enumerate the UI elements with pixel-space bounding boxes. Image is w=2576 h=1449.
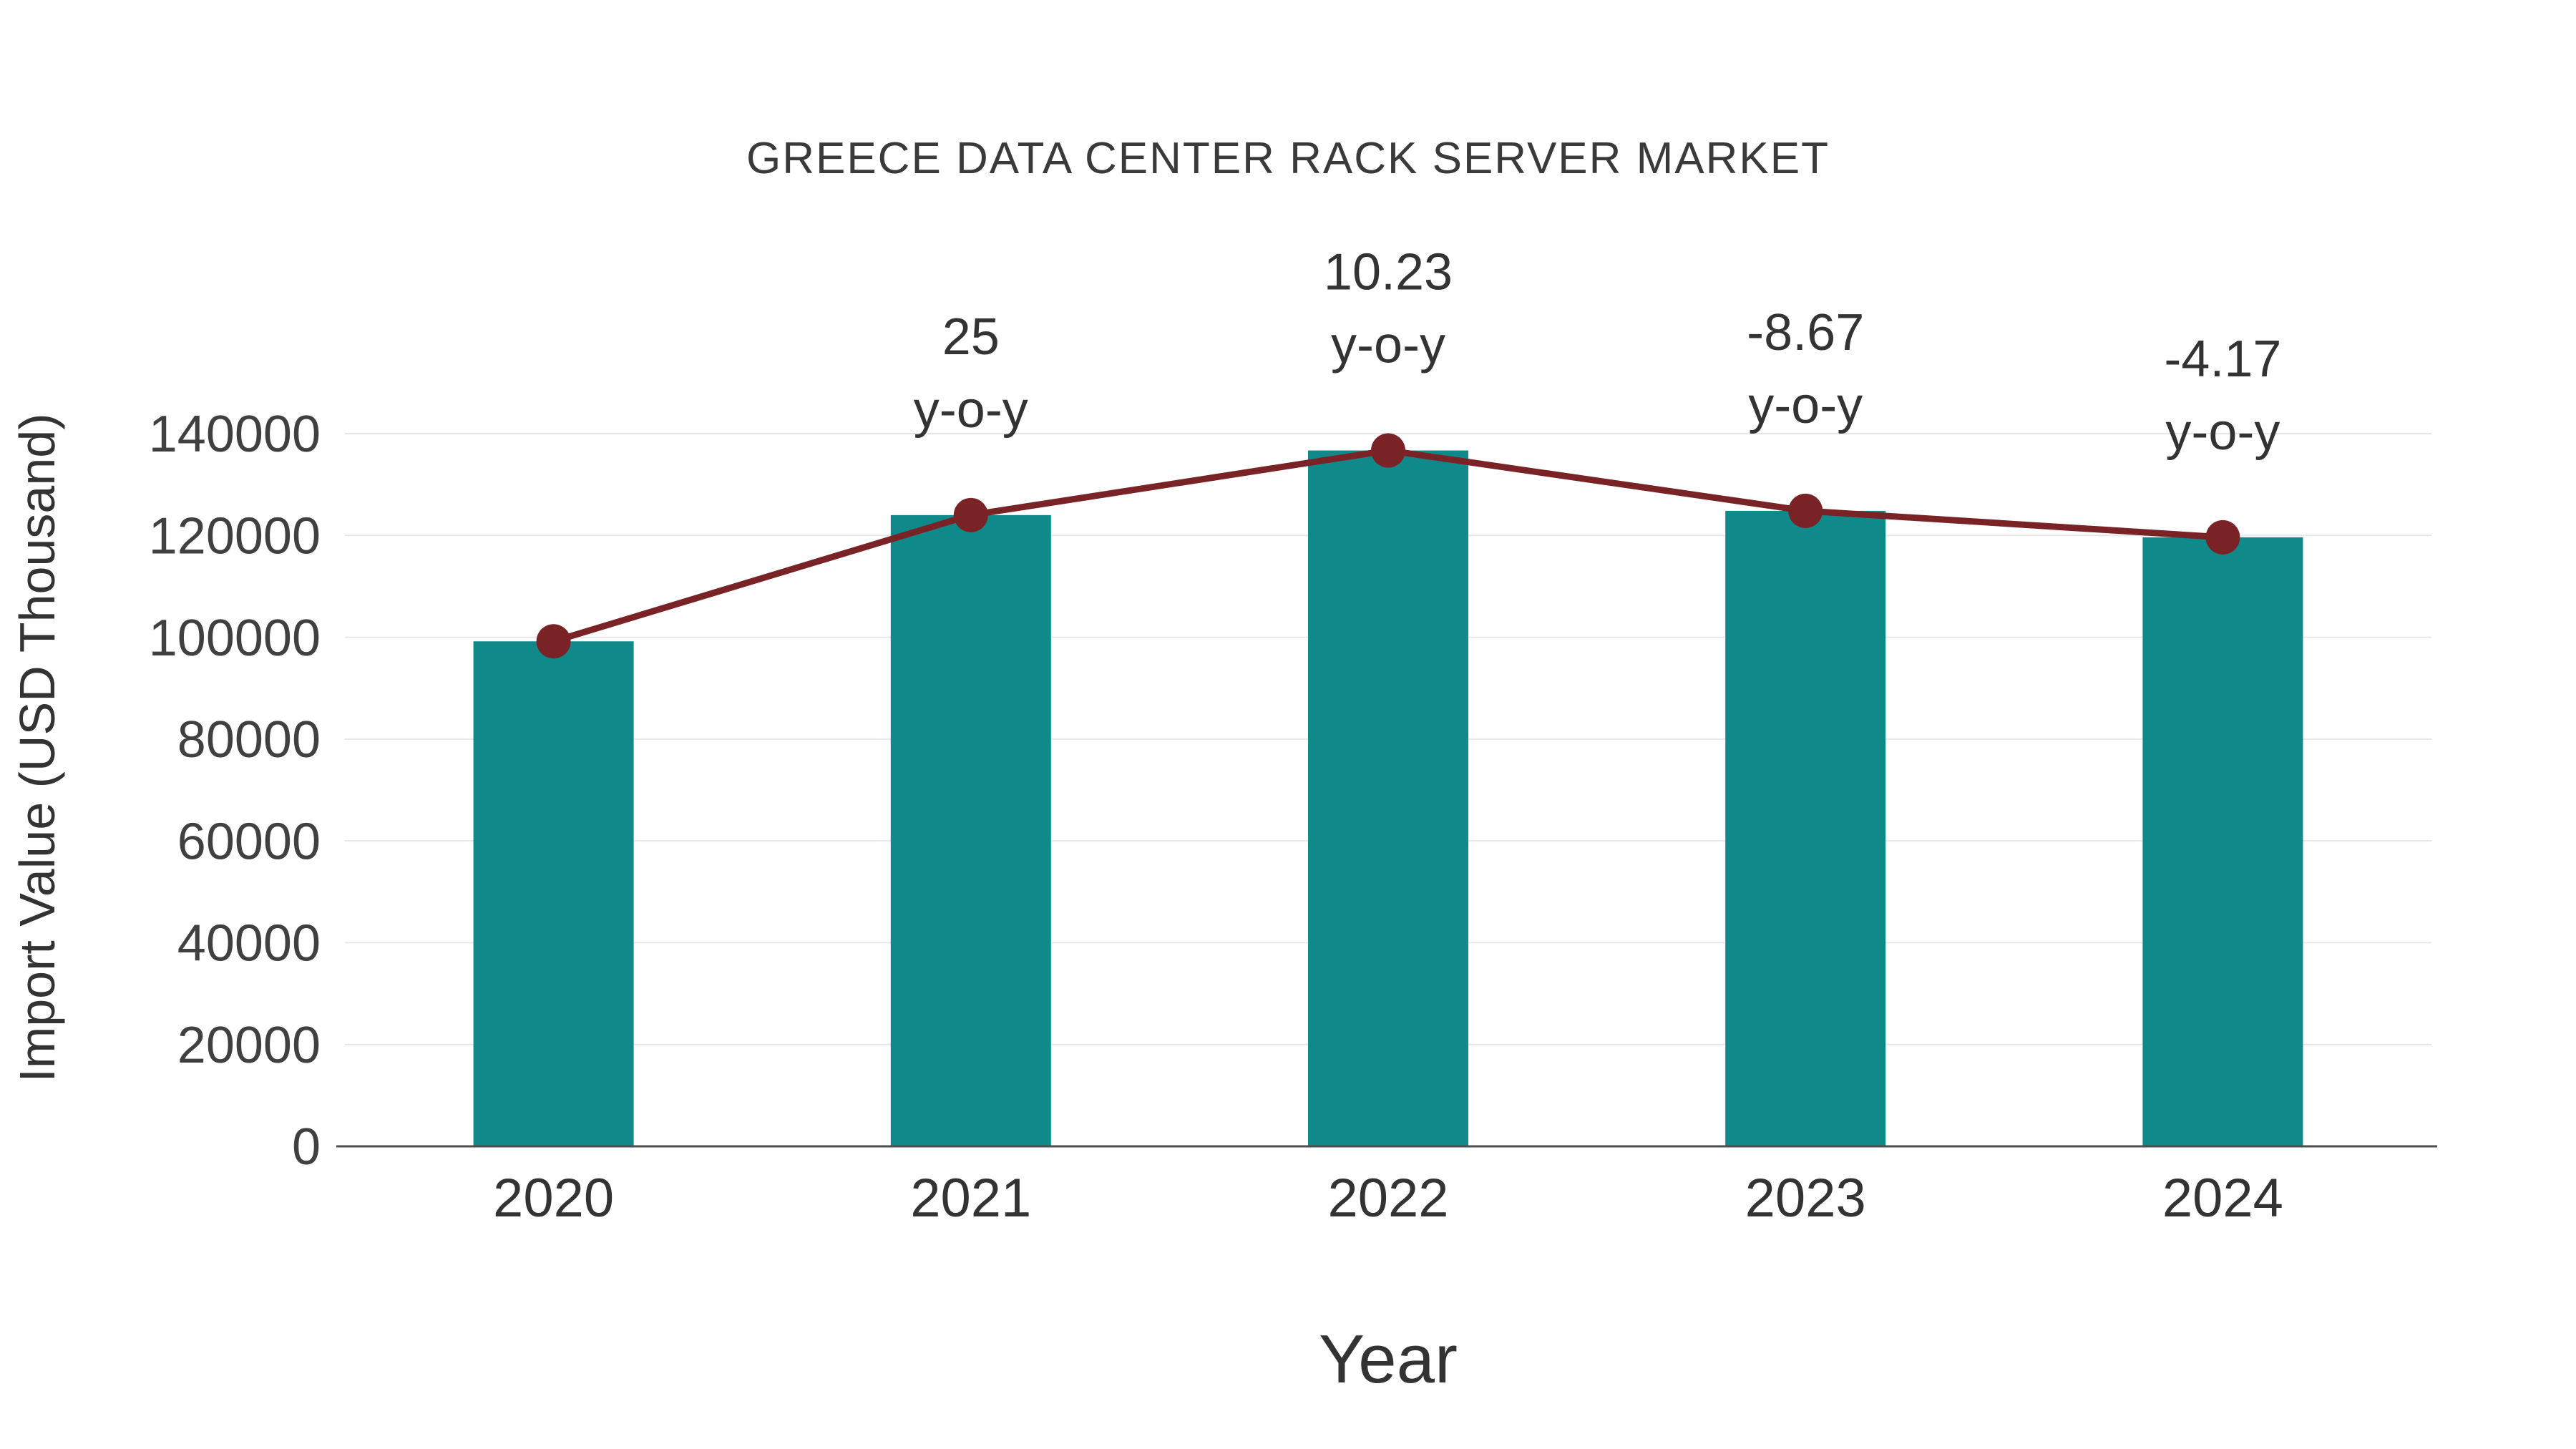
- trend-marker-2021: [953, 497, 988, 532]
- y-tick-label-20000: 20000: [177, 1017, 321, 1074]
- y-tick-label-100000: 100000: [149, 610, 321, 667]
- annotation-value-2023: -8.67: [1747, 304, 1864, 361]
- bar-2024: [2142, 537, 2303, 1146]
- y-tick-label-120000: 120000: [149, 507, 321, 565]
- annotation-value-2021: 25: [942, 308, 1000, 366]
- chart-title: GREECE DATA CENTER RACK SERVER MARKET: [746, 134, 1830, 183]
- bar-2022: [1308, 450, 1468, 1146]
- x-tick-label-2024: 2024: [2162, 1168, 2283, 1229]
- bar-2021: [890, 514, 1051, 1146]
- x-axis-label: Year: [1319, 1321, 1458, 1397]
- trend-marker-2023: [1788, 493, 1823, 528]
- bar-2020: [473, 641, 634, 1146]
- y-tick-label-40000: 40000: [177, 915, 321, 972]
- annotation-yoy-2023: y-o-y: [1748, 377, 1863, 434]
- x-tick-label-2021: 2021: [910, 1168, 1031, 1229]
- y-tick-label-0: 0: [292, 1118, 321, 1176]
- annotation-yoy-2024: y-o-y: [2165, 404, 2280, 461]
- trend-marker-2020: [536, 624, 571, 659]
- x-tick-label-2023: 2023: [1745, 1168, 1866, 1229]
- y-tick-label-60000: 60000: [177, 813, 321, 870]
- trend-marker-2022: [1371, 433, 1405, 468]
- annotation-value-2022: 10.23: [1324, 244, 1453, 301]
- annotation-yoy-2021: y-o-y: [914, 381, 1028, 439]
- y-tick-label-140000: 140000: [149, 406, 321, 463]
- annotation-value-2024: -4.17: [2164, 331, 2281, 388]
- annotation-yoy-2022: y-o-y: [1331, 317, 1445, 374]
- y-tick-label-80000: 80000: [177, 711, 321, 769]
- bar-2023: [1725, 510, 1886, 1146]
- x-tick-label-2022: 2022: [1327, 1168, 1448, 1229]
- trend-marker-2024: [2205, 519, 2240, 555]
- x-tick-label-2020: 2020: [493, 1168, 614, 1229]
